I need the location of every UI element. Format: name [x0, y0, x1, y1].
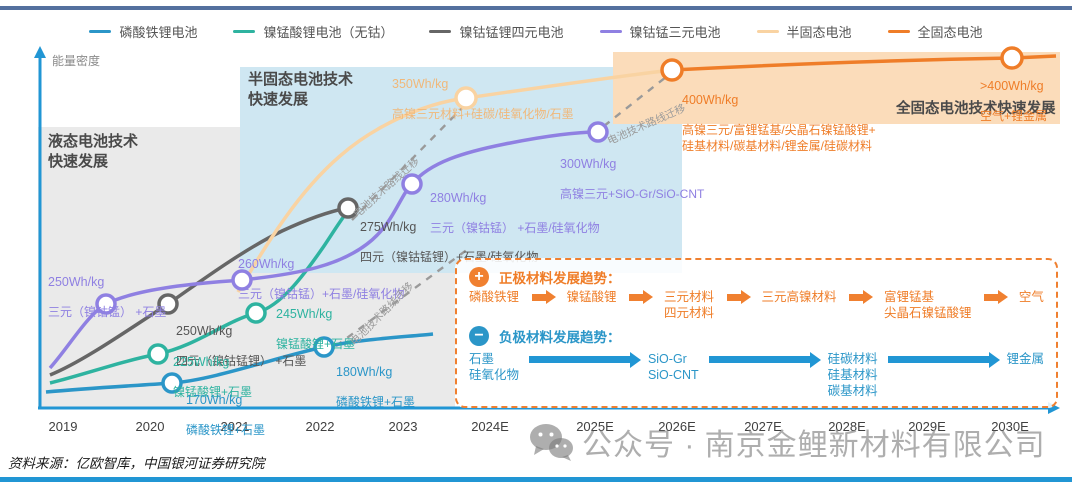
- arrow-right-icon: [726, 290, 751, 304]
- annotation-250-quaternary: 250Wh/kg 四元（镍钴锰锂） +石墨: [176, 323, 307, 369]
- x-tick-2026e: 2026E: [658, 419, 696, 434]
- anode-trend-title: 负极材料发展趋势：: [499, 330, 621, 346]
- annotation-225: 225Wh/kg 镍锰酸锂+石墨: [173, 354, 253, 400]
- legend-item: 磷酸铁锂电池: [89, 22, 197, 41]
- plus-icon: +: [469, 267, 489, 287]
- anode-step: SiO-Gr SiO-CNT: [647, 352, 699, 382]
- legend-label: 镍锰酸锂电池（无钴）: [263, 25, 394, 40]
- annotation-280: 280Wh/kg 三元（镍钴锰） +石墨/硅氧化物: [430, 190, 600, 236]
- arrow-right-icon: [887, 351, 1000, 368]
- legend-label: 半固态电池: [786, 25, 852, 40]
- cathode-title-row: + 正极材料发展趋势：: [469, 265, 1044, 289]
- top-divider-bar: [0, 6, 1072, 10]
- migration-line-1: [351, 106, 464, 221]
- x-tick-2023: 2023: [388, 419, 418, 434]
- minus-icon: −: [469, 326, 489, 347]
- arrow-right-icon: [629, 290, 654, 304]
- legend-label: 镍钴锰三元电池: [629, 25, 721, 40]
- data-markers: [95, 46, 1024, 394]
- annotation-350: 350Wh/kg 高镍三元材料+硅碳/硅氧化物/石墨: [392, 76, 574, 122]
- anode-step: 石墨 硅氧化物: [469, 352, 520, 382]
- cathode-step: 富锂锰基 尖晶石镍锰酸锂: [883, 290, 972, 320]
- y-axis-label: 能量密度: [52, 54, 101, 68]
- cathode-step: 空气: [1018, 290, 1044, 304]
- arrow-right-icon: [529, 351, 641, 368]
- line-allsolid: [671, 54, 1057, 72]
- x-tick-2030e: 2030E: [991, 419, 1029, 434]
- legend-item: 镍钴锰三元电池: [599, 22, 721, 41]
- legend-item: 镍钴锰锂四元电池: [429, 22, 564, 41]
- annotation-260: 260Wh/kg 三元（镍钴锰）+石墨/硅氧化物: [238, 256, 405, 302]
- line-quaternary: [49, 206, 348, 377]
- legend-item: 半固态电池: [756, 22, 852, 41]
- arrow-right-icon: [984, 290, 1009, 304]
- cathode-trend-title: 正极材料发展趋势：: [499, 271, 621, 286]
- arrow-right-icon: [708, 351, 821, 368]
- legend-item: 全固态电池: [887, 22, 983, 41]
- legend-swatch-ternary: [599, 30, 622, 33]
- anode-step: 锂金属: [1006, 352, 1045, 367]
- x-tick-2021: 2021: [220, 419, 250, 434]
- x-tick-2024e: 2024E: [471, 419, 509, 434]
- legend-label: 全固态电池: [917, 25, 983, 40]
- annotation-180: 180Wh/kg 磷酸铁锂+石墨: [336, 364, 416, 410]
- cathode-step: 磷酸铁锂: [469, 290, 520, 304]
- cathode-step: 三元材料 四元材料: [663, 290, 714, 320]
- x-tick-2019: 2019: [48, 419, 78, 434]
- line-lfp: [45, 332, 434, 394]
- legend-swatch-quaternary: [429, 30, 452, 33]
- bottom-divider-bar: [0, 477, 1072, 482]
- x-tick-2025e: 2025E: [576, 419, 614, 434]
- legend-label: 镍钴锰锂四元电池: [459, 25, 564, 40]
- arrow-right-icon: [531, 290, 556, 304]
- annotation-400plus: >400Wh/kg 空气+锂金属: [980, 78, 1048, 124]
- anode-trend-row: 石墨 硅氧化物 SiO-Gr SiO-CNT 硅碳材料 硅基材料 碳基材料 锂金…: [469, 351, 1045, 399]
- x-tick-2028e: 2028E: [828, 419, 866, 434]
- anode-step: 硅碳材料 硅基材料 碳基材料: [827, 352, 878, 398]
- annotation-300: 300Wh/kg 高镍三元+SiO-Gr/SiO-CNT: [560, 156, 705, 202]
- legend-item: 镍锰酸锂电池（无钴）: [233, 22, 393, 41]
- cathode-step: 三元高镍材料: [761, 290, 837, 304]
- legend-swatch-lfp: [89, 30, 112, 33]
- annotation-400: 400Wh/kg 高镍三元/富锂锰基/尖晶石镍锰酸锂+ 硅基材料/碳基材料/锂金…: [682, 92, 876, 154]
- x-tick-2027e: 2027E: [744, 419, 782, 434]
- anode-title-row: − 负极材料发展趋势：: [469, 324, 1044, 348]
- x-tick-2020: 2020: [135, 419, 165, 434]
- cathode-trend-row: 磷酸铁锂 镍锰酸锂 三元材料 四元材料 三元高镍材料 富锂锰基 尖晶石镍锰酸锂 …: [469, 290, 1044, 321]
- legend: 磷酸铁锂电池 镍锰酸锂电池（无钴） 镍钴锰锂四元电池 镍钴锰三元电池 半固态电池…: [0, 22, 1072, 41]
- arrow-right-icon: [849, 290, 874, 304]
- materials-trend-box: + 正极材料发展趋势： 磷酸铁锂 镍锰酸锂 三元材料 四元材料 三元高镍材料 富…: [455, 258, 1058, 408]
- legend-swatch-allsolid: [887, 30, 910, 33]
- zone-label-semi-solid: 半固态电池技术 快速发展: [248, 71, 354, 109]
- zone-label-liquid: 液态电池技术 快速发展: [48, 133, 139, 171]
- annotation-250-ternary: 250Wh/kg 三元（镍钴锰） +石墨: [48, 274, 167, 320]
- legend-label: 磷酸铁锂电池: [119, 25, 198, 40]
- source-note: 资料来源：亿欧智库，中国银河证券研究院: [8, 456, 265, 471]
- legend-swatch-semisolid: [756, 30, 779, 33]
- zone-label-all-solid: 全固态电池技术快速发展: [896, 101, 1056, 117]
- x-tick-2022: 2022: [305, 419, 335, 434]
- annotation-245: 245Wh/kg 镍锰酸锂+石墨: [276, 306, 356, 352]
- annotation-170: 170Wh/kg 磷酸铁锂+石墨: [186, 392, 266, 438]
- cathode-step: 镍锰酸锂: [566, 290, 617, 304]
- x-tick-2029e: 2029E: [908, 419, 946, 434]
- legend-swatch-lnmo: [233, 30, 256, 33]
- line-semisolid: [236, 68, 673, 293]
